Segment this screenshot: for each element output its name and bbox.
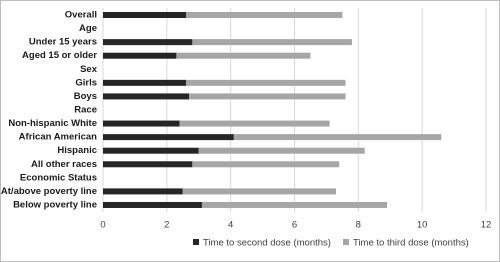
bar-segment: [103, 161, 193, 168]
legend-label: Time to second dose (months): [203, 238, 331, 249]
y-tick-label: Sex: [80, 64, 98, 75]
y-tick-label: Hispanic: [57, 145, 97, 156]
bar-segment: [103, 201, 202, 208]
y-tick-label: African American: [19, 132, 98, 143]
bar-segment: [192, 39, 352, 46]
bar-segment: [192, 161, 340, 168]
y-tick-label: At/above poverty line: [1, 186, 97, 197]
legend-swatch: [343, 239, 349, 245]
y-tick-label: Aged 15 or older: [22, 50, 97, 61]
bar-segment: [103, 79, 186, 86]
bar-segment: [103, 93, 190, 100]
y-tick-label: Non-hispanic White: [8, 118, 97, 129]
x-tick-label: 8: [356, 220, 361, 231]
bar-segment: [103, 39, 193, 46]
bar-segment: [185, 12, 343, 18]
y-tick-label: Race: [74, 105, 97, 116]
bar-segment: [103, 120, 180, 127]
y-tick-label: Overall: [65, 10, 97, 21]
bar-segment: [201, 201, 388, 208]
bar-segment: [233, 134, 442, 141]
y-tick-label: Girls: [75, 77, 97, 88]
bar-segment: [103, 188, 183, 195]
y-tick-label: Under 15 years: [29, 37, 97, 48]
x-tick-label: 2: [164, 220, 169, 231]
x-tick-label: 10: [417, 220, 428, 231]
bar-segment: [103, 12, 186, 18]
x-tick-label: 6: [292, 220, 297, 231]
y-tick-label: Age: [79, 23, 97, 34]
y-tick-label: Boys: [74, 91, 97, 102]
legend-swatch: [193, 239, 199, 245]
bar-segment: [176, 52, 311, 59]
bar-segment: [189, 93, 346, 100]
bar-segment: [185, 79, 346, 86]
bar-segment: [103, 52, 177, 59]
y-tick-label: Economic Status: [20, 172, 97, 183]
x-tick-label: 4: [228, 220, 233, 231]
x-tick-label: 0: [100, 220, 105, 231]
y-tick-label: All other races: [31, 159, 97, 170]
y-tick-label: Below poverty line: [13, 199, 97, 210]
x-tick-label: 12: [481, 220, 492, 231]
bar-segment: [103, 147, 199, 154]
bar-segment: [198, 147, 365, 154]
bar-segment: [103, 134, 234, 141]
bar-segment: [182, 188, 336, 195]
legend-label: Time to third dose (months): [353, 238, 469, 249]
bar-segment: [179, 120, 330, 127]
